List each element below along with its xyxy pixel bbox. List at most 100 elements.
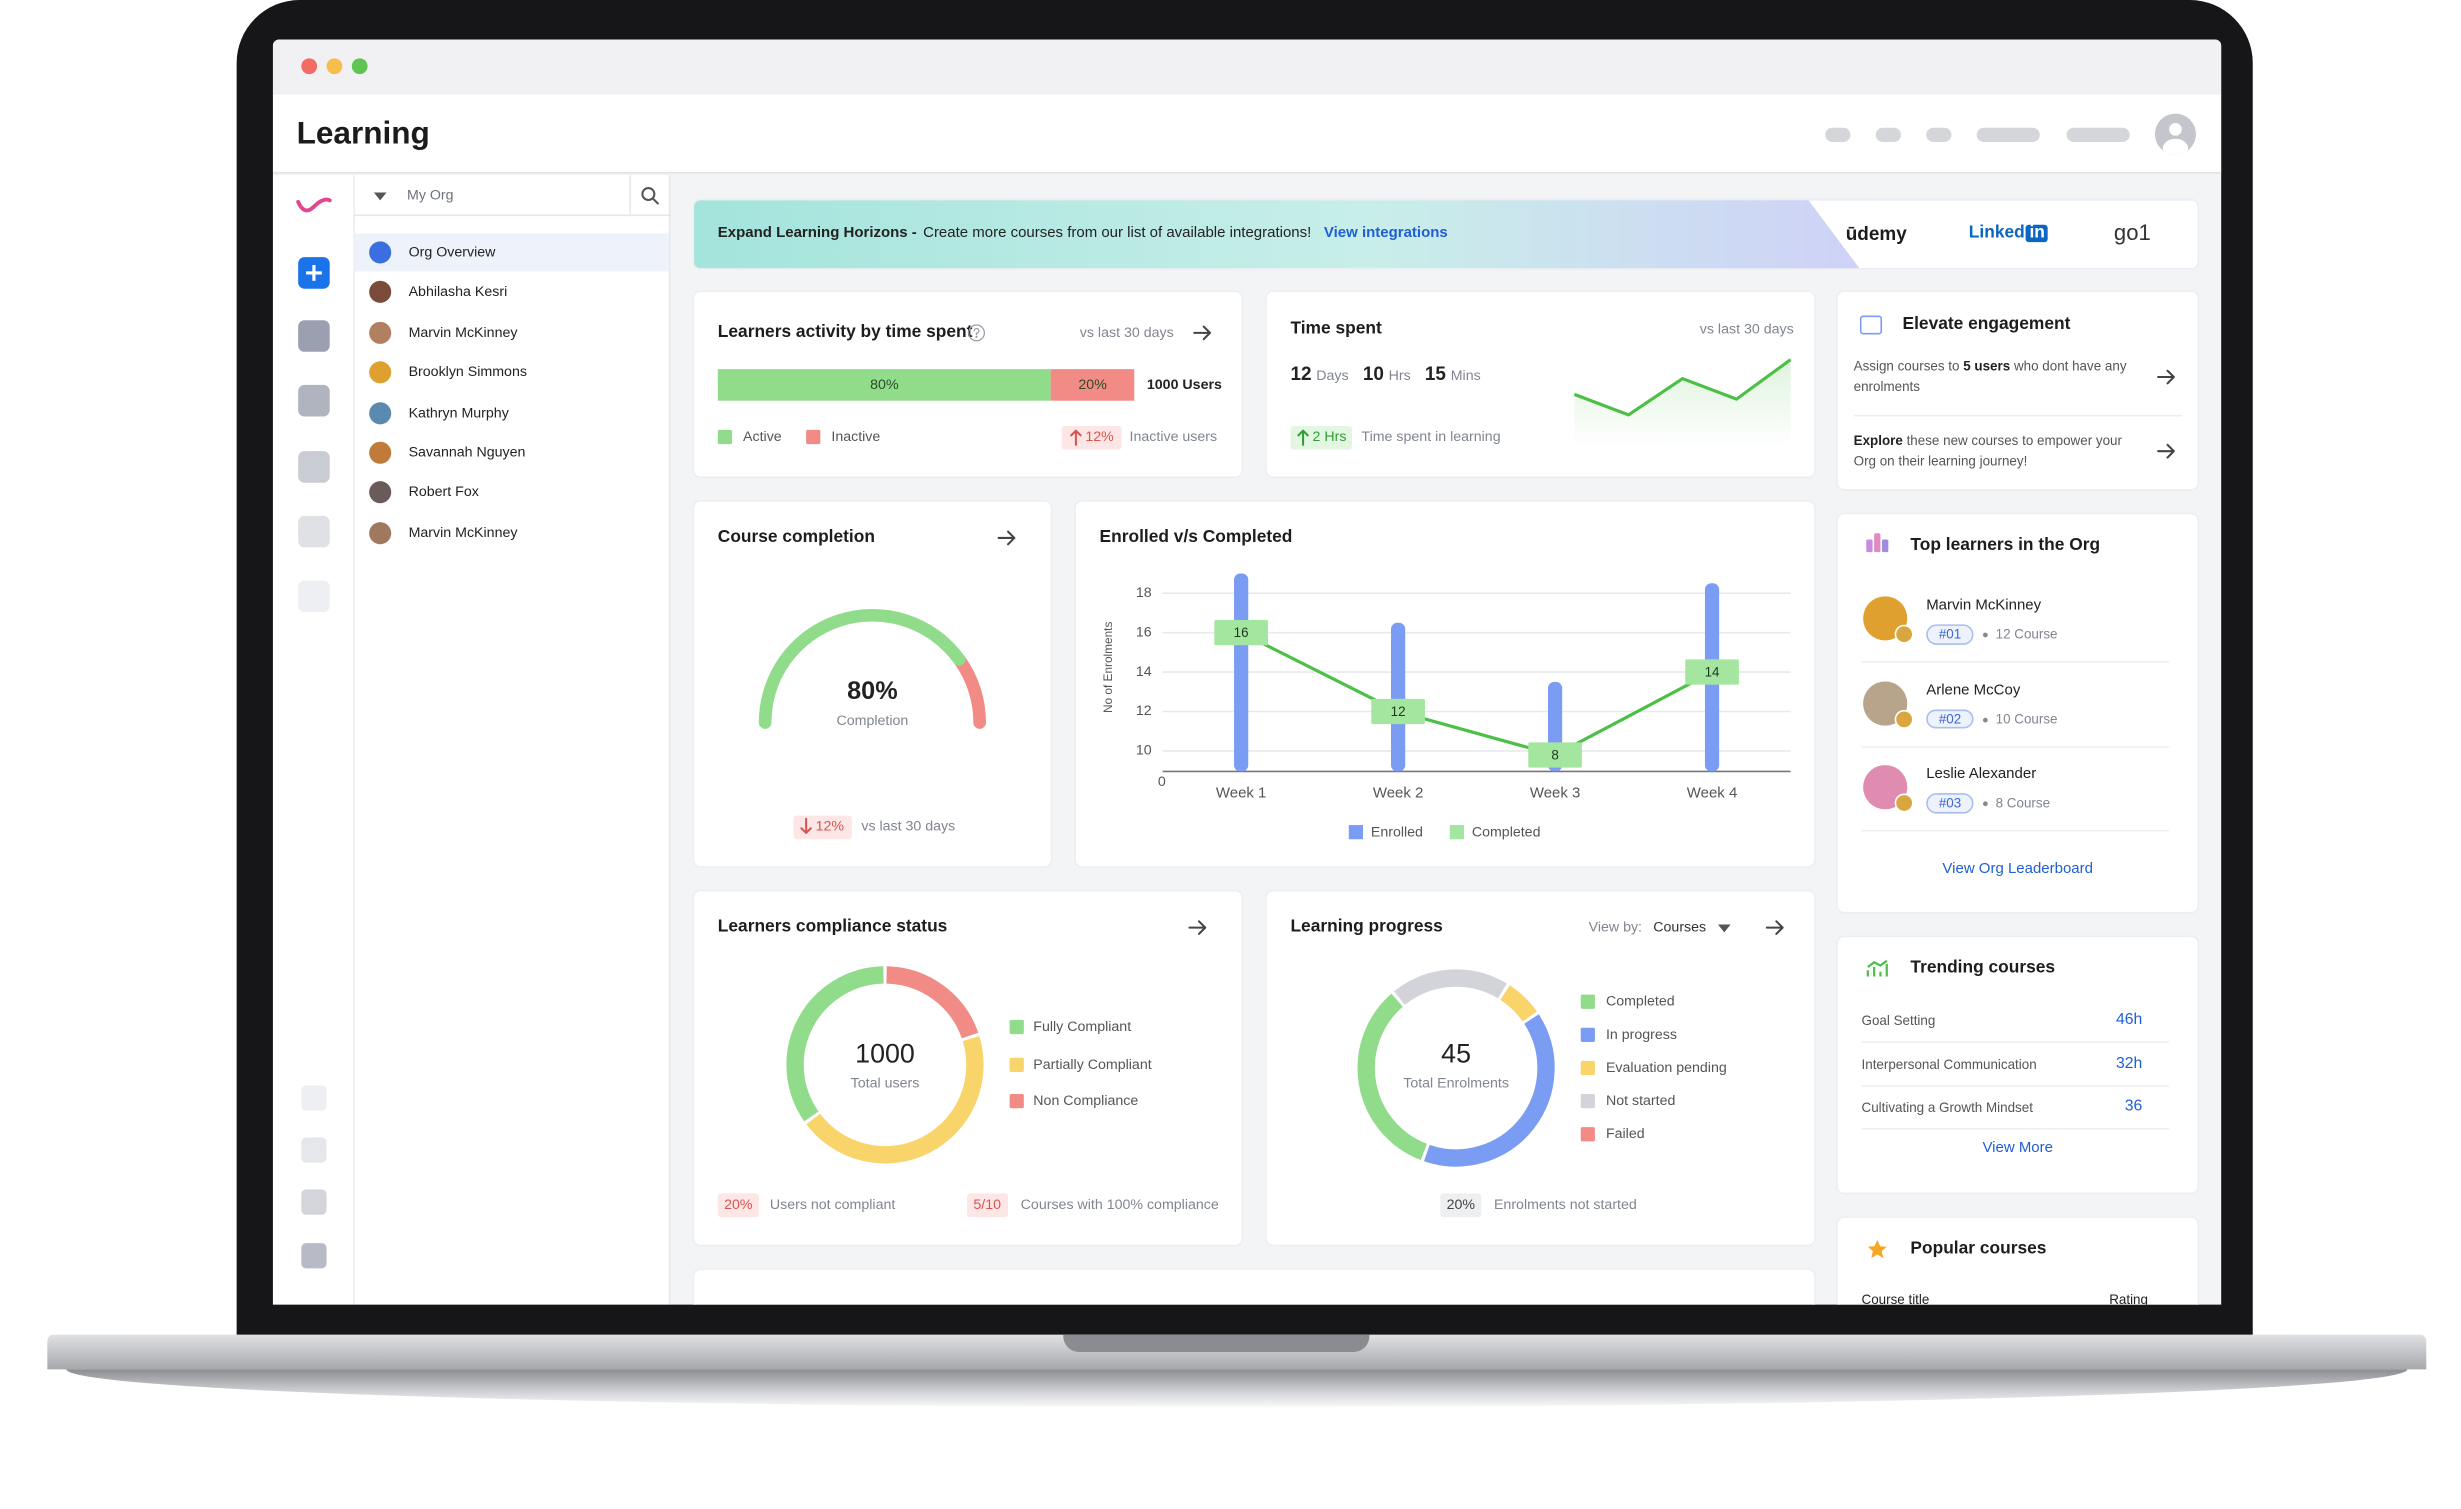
bar-label: 80% (870, 376, 899, 393)
donut-segment (1500, 985, 1537, 1022)
stat-badge: 20% (717, 1193, 759, 1218)
hook (973, 327, 980, 336)
value-label: 8 (1551, 747, 1558, 762)
add-button[interactable] (298, 257, 330, 289)
stat-text: Courses with 100% compliance (1020, 1196, 1219, 1213)
sidebar-item[interactable]: Marvin McKinney (408, 524, 518, 540)
x-tick-label: Week 2 (1373, 784, 1423, 801)
donut (1357, 969, 1555, 1167)
bar (1234, 573, 1249, 772)
caret (373, 192, 387, 201)
caret-icon[interactable] (1715, 918, 1734, 937)
course-name[interactable]: Cultivating a Growth Mindset (1861, 1099, 2033, 1115)
up-icon (1070, 429, 1082, 446)
arrow-icon[interactable] (1188, 918, 1207, 937)
donut-total: 45 (1441, 1038, 1472, 1069)
bar-label: 20% (1078, 376, 1107, 393)
y-tick-label: 18 (1136, 585, 1152, 601)
change-value: 12% (1085, 428, 1114, 445)
legend-label: Fully Compliant (1033, 1018, 1132, 1035)
view-by-value[interactable]: Courses (1653, 918, 1707, 935)
nav-icon[interactable] (298, 320, 330, 352)
item-avatar (369, 281, 392, 304)
sidebar-item[interactable]: Kathryn Murphy (408, 404, 509, 420)
card-title: Learning progress (1290, 917, 1443, 937)
nav-icon[interactable] (298, 384, 330, 417)
stat-text: Enrolments not started (1493, 1196, 1637, 1213)
time-values: 12 Days 10 Hrs 15 Mins (1290, 364, 1490, 383)
legend-label: Non Compliance (1033, 1092, 1139, 1109)
icon-rail (272, 175, 355, 1305)
nav-icon[interactable] (298, 580, 330, 613)
banner-link[interactable]: View integrations (1323, 224, 1448, 242)
banner-body: Create more courses from our list of ava… (923, 224, 1312, 242)
nav-icon[interactable] (301, 1137, 327, 1163)
arrow-icon[interactable] (1193, 323, 1212, 342)
card-icon-bar (1874, 533, 1881, 553)
header-placeholder (2066, 127, 2130, 142)
sidebar-item[interactable]: Robert Fox (408, 484, 479, 500)
sidebar-item[interactable]: Org Overview (408, 243, 496, 260)
arrow-icon[interactable] (2157, 368, 2176, 387)
column-header: Course title (1861, 1291, 1930, 1305)
course-hours: 36 (2124, 1097, 2143, 1116)
caret-icon[interactable] (371, 186, 390, 205)
banner: Expand Learning Horizons - Create more co… (694, 200, 2198, 269)
donut-segment (1394, 969, 1507, 1006)
title-bar (272, 39, 2222, 95)
value-label: 12 (1391, 704, 1406, 719)
caret (1717, 924, 1731, 933)
total-users: 1000 Users (1146, 376, 1222, 393)
item-avatar (369, 521, 392, 544)
leaderboard-link[interactable]: View Org Leaderboard (1942, 860, 2093, 878)
nav-icon[interactable] (298, 515, 330, 548)
trend-icon (1866, 959, 1888, 977)
legend-label: Not started (1605, 1092, 1676, 1109)
arrow-icon[interactable] (1765, 918, 1784, 937)
legend-label: In progress (1605, 1026, 1677, 1042)
gauge-caption: Completion (836, 712, 909, 729)
value-label-box (1528, 742, 1582, 768)
laptop-notch (1063, 1334, 1370, 1352)
linkedin-logo: Linked in (1969, 224, 2049, 243)
arrow-icon[interactable] (2157, 442, 2176, 461)
value-label-box (1214, 619, 1268, 646)
y-tick-label: 12 (1136, 703, 1152, 719)
sidebar-item[interactable]: Marvin McKinney (408, 323, 518, 340)
completion-card: Course completion 80% Completion 12% vs last… (694, 501, 1051, 867)
legend-label: Completed (1472, 825, 1541, 841)
sidebar-item[interactable]: Savannah Nguyen (408, 444, 526, 460)
course-name[interactable]: Goal Setting (1861, 1012, 1936, 1029)
separator (1861, 745, 2170, 747)
course-name[interactable]: Interpersonal Communication (1861, 1055, 2037, 1072)
sparkline (1573, 358, 1792, 447)
search-icon[interactable] (640, 186, 659, 205)
separator (1861, 1127, 2170, 1130)
sidebar-item[interactable]: Brooklyn Simmons (408, 363, 527, 380)
view-more-link[interactable]: View More (1982, 1139, 2053, 1157)
engagement-item[interactable]: Explore these new courses to empower you… (1854, 431, 2146, 472)
learner-rank: #02 (1926, 708, 1974, 729)
nav-icon[interactable] (298, 451, 330, 483)
legend-label: Completed (1605, 993, 1675, 1009)
item-avatar (369, 241, 392, 264)
logo-wave (296, 197, 332, 213)
engagement-item[interactable]: Assign courses to 5 users who dont have … (1854, 357, 2146, 398)
sidebar: My Org Org Overview Abhilasha Kesri Marvin … (354, 175, 671, 1305)
sidebar-item[interactable]: Abhilasha Kesri (408, 283, 508, 300)
legend-swatch (717, 429, 732, 445)
selected-row (354, 233, 669, 272)
y-tick-label: 16 (1136, 624, 1152, 640)
legend-label: Failed (1605, 1125, 1645, 1142)
nav-icon[interactable] (301, 1243, 327, 1269)
engagement-card: Elevate engagement Assign courses to 5 us… (1837, 291, 2198, 490)
learner-courses: 12 Course (1995, 625, 2058, 642)
arrow-icon[interactable] (997, 528, 1016, 547)
scope-select[interactable]: My Org (407, 186, 454, 203)
donut (786, 966, 984, 1164)
nav-icon[interactable] (301, 1085, 327, 1111)
y-tick-label: 10 (1136, 743, 1152, 759)
nav-icon[interactable] (301, 1189, 327, 1215)
